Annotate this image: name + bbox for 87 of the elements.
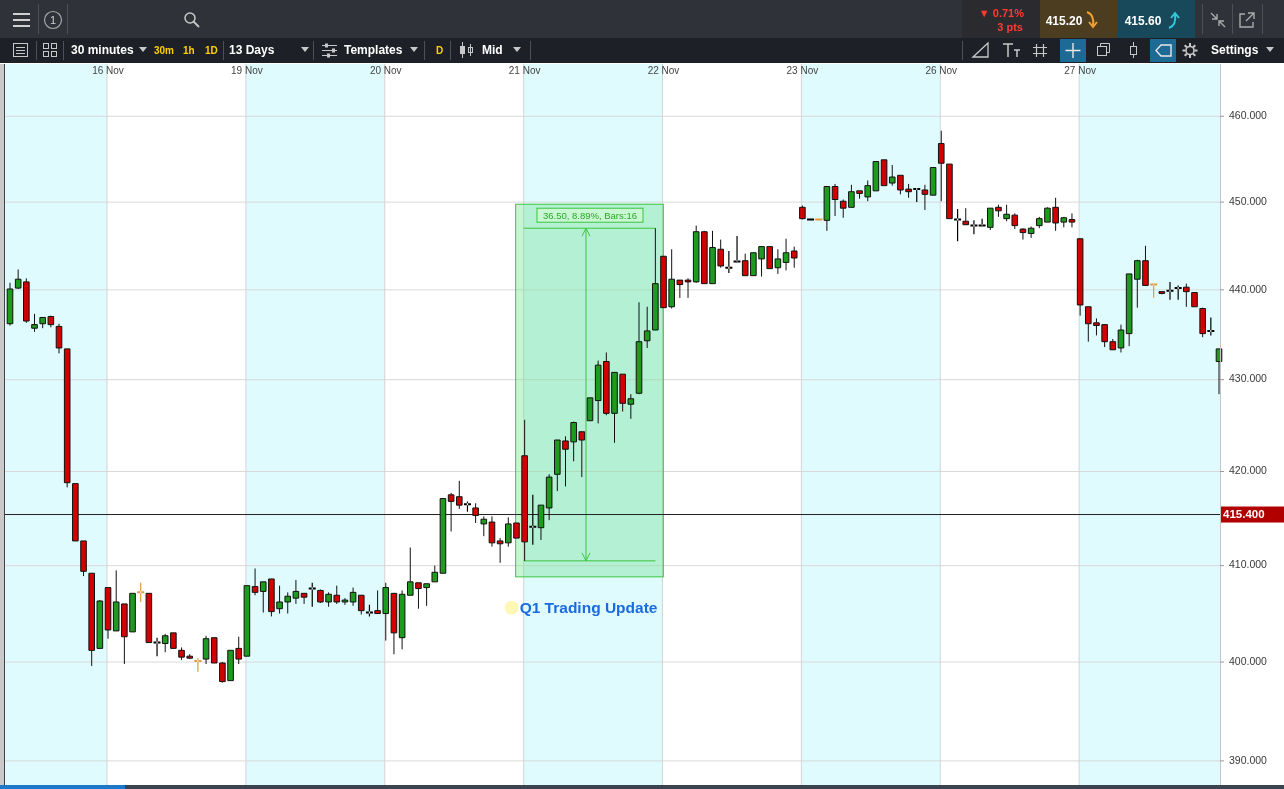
y-tick-label: 460.000 <box>1229 109 1268 122</box>
text: 3 pts <box>997 21 1023 33</box>
y-tick-label: 400.000 <box>1229 654 1268 667</box>
candlestick <box>921 184 929 211</box>
candlestick <box>725 251 733 274</box>
x-tick-label: 22 Nov <box>647 65 680 76</box>
x-tick-label: 19 Nov <box>231 65 263 76</box>
candlestick <box>1174 285 1182 300</box>
candlestick <box>635 301 643 395</box>
text: 415.60 <box>1124 14 1162 28</box>
candlestick <box>586 397 594 422</box>
candlestick <box>31 313 38 333</box>
y-tick-label: 450.000 <box>1229 194 1268 207</box>
candlestick <box>1068 212 1076 228</box>
candlestick <box>1199 307 1206 338</box>
candlestick <box>807 218 815 221</box>
candlestick <box>815 218 823 221</box>
candlestick <box>300 592 308 605</box>
candlestick <box>913 188 921 203</box>
candlestick <box>1207 317 1215 336</box>
text: 1h <box>183 45 195 56</box>
candlestick <box>145 592 153 644</box>
x-tick-label: 23 Nov <box>786 65 819 76</box>
candlestick <box>480 515 488 537</box>
candlestick <box>1215 348 1223 395</box>
candlestick <box>684 277 692 299</box>
candlestick <box>1117 324 1125 353</box>
y-tick-label: 420.000 <box>1229 464 1268 477</box>
text: Settings <box>1211 43 1259 57</box>
text: 415.20 <box>1045 14 1083 28</box>
candlestick <box>137 582 145 602</box>
text: ▼ 0.71% <box>978 7 1025 19</box>
candlestick <box>308 582 316 607</box>
candlestick <box>431 565 439 583</box>
y-tick-label: 410.000 <box>1229 558 1268 571</box>
candlestick <box>104 587 112 640</box>
candlestick <box>790 246 798 269</box>
candlestick <box>962 207 970 226</box>
text: 1 <box>49 14 57 26</box>
annotation: 36.50, 8.89%, Bars:16 <box>542 209 637 221</box>
y-tick-label: 430.000 <box>1229 372 1268 385</box>
annotation: Q1 Trading Update <box>519 599 658 617</box>
text: 30 minutes <box>71 43 135 57</box>
text: D <box>436 45 444 56</box>
candlestick <box>194 658 202 672</box>
candlestick <box>733 236 741 263</box>
candlestick <box>978 218 986 227</box>
candlestick <box>153 637 161 657</box>
x-tick-label: 27 Nov <box>1064 65 1096 76</box>
candlestick <box>55 323 63 354</box>
candlestick <box>463 501 471 512</box>
candlestick <box>1166 281 1174 300</box>
candlestick <box>1191 292 1198 308</box>
text: 13 Days <box>229 43 275 57</box>
candlestick <box>929 167 937 196</box>
x-tick-label: 21 Nov <box>508 65 541 76</box>
candlestick <box>529 494 537 545</box>
candlestick <box>63 348 71 488</box>
candlestick <box>365 604 373 617</box>
y-tick-label: 390.000 <box>1229 753 1268 766</box>
candlestick <box>1019 227 1027 241</box>
text: Mid <box>482 43 503 57</box>
candlestick <box>1027 225 1035 239</box>
candlestick <box>439 498 447 574</box>
candlestick <box>782 238 790 271</box>
candlestick <box>799 205 806 220</box>
candlestick <box>6 282 14 327</box>
candlestick <box>1076 238 1084 317</box>
candlestick <box>545 473 553 521</box>
y-tick-label: 440.000 <box>1229 282 1268 295</box>
candlestick <box>831 183 839 217</box>
candlestick <box>488 515 496 548</box>
text: 1D <box>205 45 218 56</box>
candlestick <box>823 186 831 232</box>
x-tick-label: 16 Nov <box>92 65 124 76</box>
candlestick <box>970 220 978 235</box>
text: Templates <box>344 43 403 57</box>
candlestick <box>1150 283 1158 298</box>
candlestick <box>954 209 962 242</box>
x-tick-label: 26 Nov <box>925 65 958 76</box>
ref-line-label: 415.400 <box>1223 507 1265 520</box>
x-tick-label: 20 Nov <box>369 65 402 76</box>
text: 30m <box>154 45 175 56</box>
candlestick <box>1183 283 1190 308</box>
candlestick <box>537 504 545 541</box>
candlestick <box>472 502 479 524</box>
candlestick <box>1158 291 1166 295</box>
